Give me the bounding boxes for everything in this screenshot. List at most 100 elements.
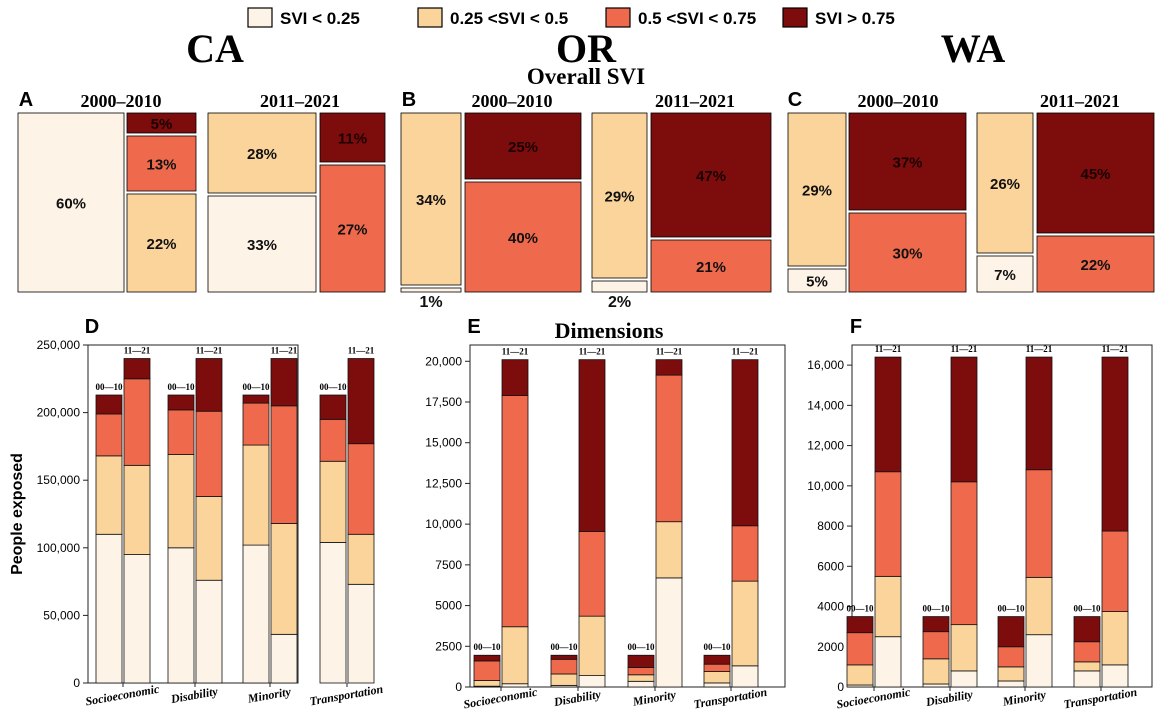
state-title: CA (186, 26, 244, 71)
treemap-cell (400, 112, 462, 286)
bar-period-label: 11—21 (1026, 344, 1053, 354)
treemap-label: 7% (994, 267, 1016, 284)
section-title-dimensions: Dimensions (555, 318, 664, 343)
y-tick-label: 50,000 (43, 608, 80, 622)
y-tick-label: 4000 (817, 600, 844, 614)
treemap-panel-C: C 2000–2010 5% 29% 30% 37% 2011–2021 7% 26% 22% 45… (787, 89, 1155, 293)
treemap-cell (126, 135, 197, 192)
bar-segment (95, 533, 123, 684)
bar-segment (846, 664, 874, 686)
bar-segment (501, 626, 529, 685)
y-tick-label: 20,000 (425, 354, 462, 368)
treemap-label: 34% (416, 192, 446, 209)
bar-segment (922, 631, 950, 660)
treemap-cell (1036, 235, 1155, 293)
bar-period-label: 00—10 (1074, 604, 1102, 614)
bar-segment (242, 402, 270, 446)
treemap-cell (17, 112, 125, 293)
treemap-cell (464, 181, 582, 293)
period-title: 2000–2010 (472, 91, 553, 111)
bar-segment (655, 359, 683, 376)
treemap-label: 28% (247, 146, 277, 163)
bar-segment (1101, 356, 1129, 532)
treemap-label: 25% (508, 139, 538, 156)
bar-segment (950, 481, 978, 626)
x-tick-label: Disability (169, 684, 220, 706)
treemap-cell (464, 112, 582, 180)
treemap-cell (126, 193, 197, 293)
bar-segment (550, 673, 578, 686)
bar-segment (1101, 530, 1129, 612)
bar-segment (242, 444, 270, 546)
legend-swatch (782, 7, 808, 28)
bar-segment (270, 633, 298, 684)
legend-swatch (247, 7, 273, 28)
y-tick-label: 150,000 (37, 473, 81, 487)
bar-segment (627, 680, 655, 688)
treemap-cell (319, 164, 386, 293)
treemap-cell (126, 112, 197, 134)
bar-period-label: 11—21 (502, 347, 529, 357)
bar-segment (473, 660, 501, 681)
bar-segment (195, 579, 223, 684)
bar-segment (578, 359, 606, 532)
legend-label: 0.25 <SVI < 0.5 (450, 9, 568, 28)
treemap-label: 45% (1080, 166, 1110, 183)
x-tick-label: Disability (552, 687, 603, 709)
bar-segment (167, 454, 195, 549)
bar-segment (950, 356, 978, 483)
bar-panel-E: E 0 2500 5000 7500 10,000 12,500 15,000 17,500 20… (425, 316, 786, 711)
state-title: OR (556, 26, 617, 71)
bar-segment (1101, 611, 1129, 666)
y-tick-label: 0 (837, 680, 844, 694)
treemap-cell (848, 112, 967, 211)
bar-period-label: 00—10 (923, 604, 951, 614)
y-tick-label: 2500 (435, 639, 462, 653)
bar-period-label: 00—10 (474, 642, 502, 652)
bar-segment (123, 464, 151, 555)
bar-segment (1073, 641, 1101, 663)
bar-segment (874, 356, 902, 473)
bar-segment (167, 394, 195, 411)
y-tick-label: 0 (455, 680, 462, 694)
legend-label: SVI > 0.75 (815, 9, 895, 28)
y-tick-label: 7500 (435, 558, 462, 572)
bar-period-label: 00—10 (168, 382, 196, 392)
bar-segment (997, 616, 1025, 648)
x-tick-label: Transportation (1063, 685, 1139, 712)
state-headers: CA OR WA Overall SVI Dimensions (186, 26, 1005, 343)
legend-swatch (417, 7, 443, 28)
treemap-label: 29% (604, 189, 634, 206)
bar-period-label: 00—10 (998, 604, 1026, 614)
bar-segment (319, 418, 347, 462)
y-tick-label: 0 (73, 676, 80, 690)
y-tick-label: 17,500 (425, 395, 462, 409)
period-title: 2000–2010 (858, 91, 939, 111)
bar-segment (1025, 356, 1053, 471)
treemap-cell (650, 239, 772, 293)
bar-segment (195, 410, 223, 497)
y-tick-label: 5000 (435, 599, 462, 613)
bar-segment (347, 533, 375, 585)
bar-segment (997, 666, 1025, 682)
state-title: WA (941, 26, 1006, 71)
treemap-cell (319, 112, 386, 163)
bar-segment (703, 654, 731, 665)
bar-segment (501, 359, 529, 396)
treemap-cell (400, 287, 462, 293)
bar-segment (950, 670, 978, 688)
treemap-label: 5% (151, 116, 173, 133)
bar-period-label: 00—10 (243, 382, 271, 392)
treemap-cell (207, 112, 317, 194)
bar-period-label: 11—21 (271, 346, 298, 356)
bar-segment (95, 394, 123, 415)
bar-segment (874, 575, 902, 638)
bar-segment (655, 577, 683, 688)
panel-letter: C (788, 89, 802, 111)
x-tick-label: Disability (924, 687, 975, 709)
bar-segment (922, 658, 950, 685)
treemap-cell (591, 112, 648, 279)
bar-segment (655, 521, 683, 579)
bar-period-label: 11—21 (579, 347, 606, 357)
legend-label: 0.5 <SVI < 0.75 (638, 9, 756, 28)
